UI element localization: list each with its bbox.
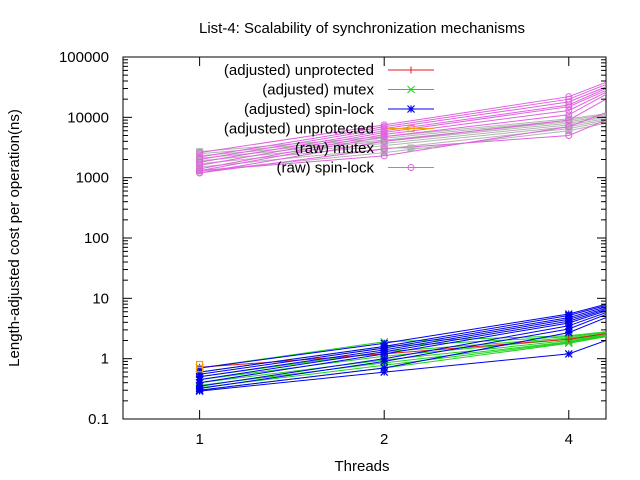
y-tick-label: 100 [84,230,109,247]
series-line [199,89,606,166]
axis-ticks: 0.1 1 10 100 1000 10000 100000 1 2 4 [59,49,606,448]
data-point [380,137,388,145]
data-point [380,133,388,141]
y-tick-label: 1 [101,351,109,368]
series-line [199,112,606,172]
data-point [196,167,204,175]
y-tick-label: 10000 [67,109,109,126]
legend: (adjusted) unprotected (adjusted) mutex (a… [224,62,434,177]
series-line [199,84,606,158]
data-point [380,145,388,153]
legend-entry: (adjusted) spin-lock [244,101,434,118]
series-line [199,303,606,369]
data-point [380,357,389,366]
legend-marker [407,164,415,171]
x-tick-label: 1 [195,431,203,448]
x-tick-label: 2 [380,431,388,448]
series-line [199,91,606,170]
data-point [380,152,388,160]
series-2 [195,303,606,396]
legend-entry: (adjusted) mutex [262,82,434,99]
data-point [565,123,573,131]
legend-label: (adjusted) unprotected [224,121,374,138]
legend-marker [407,105,415,113]
series-line [199,93,606,172]
series-line [199,314,606,389]
y-axis-label: Length-adjusted cost per operation(ns) [6,109,23,367]
legend-entry: (adjusted) unprotected [224,121,434,138]
series-line [199,312,606,387]
data-point [380,364,389,372]
data-point [196,149,204,157]
series-line [199,317,606,391]
y-tick-label: 0.1 [88,411,109,428]
data-point [196,365,204,373]
legend-marker [407,66,415,74]
legend-entry: (adjusted) unprotected [224,62,434,79]
legend-label: (adjusted) mutex [262,82,374,99]
series-line [199,98,606,174]
series-line [199,116,606,159]
series-line [199,335,606,389]
chart-title: List-4: Scalability of synchronization m… [199,20,525,37]
data-point [564,349,573,358]
legend-marker [407,85,415,94]
series-line [199,309,606,381]
series-line [199,333,606,368]
series-line [199,119,606,174]
data-point [196,169,204,177]
data-point [196,163,204,171]
data-point [380,368,389,376]
series-line [199,310,606,384]
legend-marker [407,144,415,152]
data-point [380,129,388,137]
data-point [196,165,204,173]
legend-entry: (raw) spin-lock [276,160,434,177]
x-tick-label: 4 [565,431,573,448]
data-point [564,339,573,348]
series-line [199,119,606,165]
data-point [565,116,573,124]
data-point [565,106,573,114]
y-tick-label: 100000 [59,49,109,66]
series-line [199,86,606,160]
series-5 [196,81,606,177]
data-point [564,325,573,333]
legend-entry: (raw) mutex [295,140,434,157]
data-point [195,387,204,396]
series-line [199,306,606,375]
series-line [199,335,606,386]
x-axis-label: Threads [334,458,389,475]
data-point [565,127,573,135]
data-point [380,130,388,138]
data-point [565,103,573,111]
data-point [564,328,573,337]
series-3-markers [196,360,204,373]
data-point [196,360,204,369]
legend-marker [407,124,415,133]
y-tick-label: 10 [92,290,109,307]
data-point [565,131,573,139]
legend-label: (raw) mutex [295,140,375,157]
data-point [196,153,204,161]
data-point [565,335,573,343]
series-line [199,88,606,163]
series-line [199,340,606,392]
y-tick-label: 1000 [76,170,109,187]
series-line [199,81,606,154]
series-line [199,307,606,378]
data-point [380,349,389,358]
data-point [565,111,573,119]
legend-label: (adjusted) unprotected [224,62,374,79]
series-line [199,305,606,373]
legend-label: (adjusted) spin-lock [244,101,375,118]
data-point [196,161,204,169]
series-line [199,121,606,168]
legend-label: (raw) spin-lock [276,160,374,177]
series-lines [195,81,606,396]
